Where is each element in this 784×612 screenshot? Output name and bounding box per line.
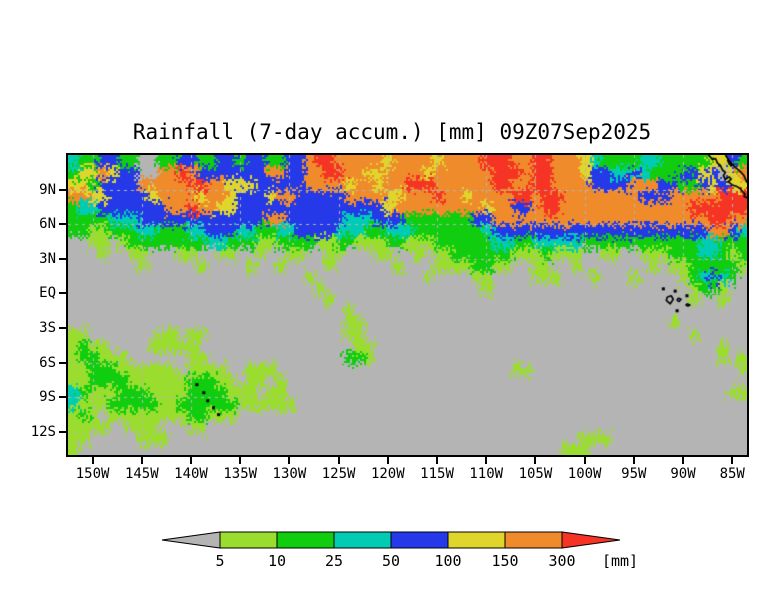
x-tick-label: 140W	[174, 466, 208, 482]
colorbar-labels: 5 10 25 50 100 150 300 [mm]	[160, 552, 638, 572]
colorbar-tick-label: 25	[324, 552, 344, 570]
x-tick-mark	[436, 457, 439, 464]
map-plot-frame	[66, 153, 749, 457]
y-tick-mark	[59, 257, 66, 260]
x-tick-mark	[239, 457, 242, 464]
x-tick-label: 90W	[670, 466, 696, 482]
y-tick-mark	[59, 188, 66, 191]
colorbar-segment	[219, 531, 278, 549]
colorbar-tick-label: 10	[267, 552, 287, 570]
x-tick-label: 95W	[621, 466, 647, 482]
x-tick-label: 115W	[420, 466, 454, 482]
x-tick-mark	[485, 457, 488, 464]
colorbar-tick-label: 300	[548, 552, 576, 570]
x-tick-mark	[731, 457, 734, 464]
colorbar-segment	[276, 531, 335, 549]
colorbar-segment	[504, 531, 563, 549]
x-tick-label: 85W	[719, 466, 745, 482]
y-tick-label: 6S	[39, 354, 56, 371]
y-tick-label: 9N	[39, 181, 56, 198]
colorbar-tick-label: 150	[491, 552, 519, 570]
y-tick-mark	[59, 292, 66, 295]
rainfall-heatmap-canvas	[68, 155, 747, 455]
x-tick-label: 105W	[518, 466, 553, 482]
x-tick-label: 135W	[223, 466, 258, 482]
plot-title: Rainfall (7-day accum.) [mm] 09Z07Sep202…	[132, 120, 652, 144]
x-tick-label: 150W	[75, 466, 110, 482]
x-tick-mark	[632, 457, 635, 464]
x-tick-mark	[91, 457, 94, 464]
colorbar-segment	[390, 531, 449, 549]
y-tick-mark	[59, 396, 66, 399]
y-tick-mark	[59, 223, 66, 226]
colorbar	[161, 531, 621, 549]
y-tick-label: 6N	[39, 216, 56, 233]
y-tick-label: EQ	[39, 285, 56, 302]
x-tick-mark	[583, 457, 586, 464]
x-tick-label: 100W	[567, 466, 602, 482]
colorbar-unit-label: [mm]	[601, 552, 639, 570]
colorbar-segment	[447, 531, 506, 549]
x-tick-mark	[682, 457, 685, 464]
x-tick-label: 145W	[124, 466, 159, 482]
x-tick-mark	[337, 457, 340, 464]
y-tick-mark	[59, 327, 66, 330]
colorbar-segment	[333, 531, 392, 549]
x-tick-label: 110W	[469, 466, 504, 482]
x-tick-label: 130W	[272, 466, 307, 482]
colorbar-left-arrow	[161, 531, 221, 549]
colorbar-tick-label: 100	[434, 552, 462, 570]
x-tick-mark	[288, 457, 291, 464]
x-tick-label: 120W	[370, 466, 405, 482]
x-tick-mark	[190, 457, 192, 464]
colorbar-tick-label: 5	[215, 552, 225, 570]
y-tick-label: 12S	[30, 423, 56, 440]
y-tick-mark	[59, 361, 66, 364]
y-tick-label: 9S	[39, 389, 56, 406]
x-tick-label: 125W	[321, 466, 356, 482]
colorbar-right-arrow	[561, 531, 621, 549]
x-tick-mark	[534, 457, 537, 464]
colorbar-tick-label: 50	[381, 552, 401, 570]
x-tick-mark	[386, 457, 389, 464]
y-tick-label: 3S	[39, 320, 56, 337]
x-tick-mark	[140, 457, 143, 464]
y-tick-label: 3N	[39, 250, 56, 267]
y-tick-mark	[59, 430, 66, 433]
